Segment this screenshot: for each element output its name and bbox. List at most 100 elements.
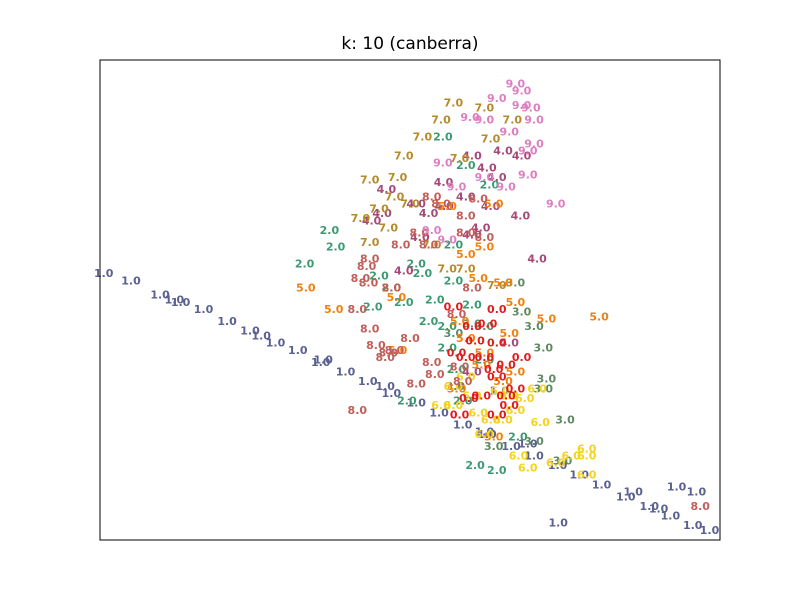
- point-label-7-12: 8.0: [425, 368, 445, 381]
- point-label-9-18: 0.0: [465, 334, 485, 347]
- point-label-4-19: 5.0: [387, 291, 407, 304]
- point-label-0-21: 1.0: [592, 478, 612, 491]
- point-label-3-8: 4.0: [487, 171, 507, 184]
- point-label-4-15: 5.0: [506, 366, 526, 379]
- point-label-8-11: 9.0: [422, 224, 442, 237]
- point-label-1-13: 2.0: [433, 130, 453, 143]
- point-label-9-3: 0.0: [487, 337, 507, 350]
- point-label-7-20: 8.0: [382, 282, 402, 295]
- point-label-1-2: 2.0: [295, 258, 315, 271]
- point-label-7-25: 8.0: [462, 282, 482, 295]
- point-label-4-12: 5.0: [475, 346, 495, 359]
- point-label-7-4: 8.0: [456, 210, 476, 223]
- point-label-5-5: 6.0: [506, 404, 526, 417]
- point-label-0-6: 1.0: [240, 325, 260, 338]
- point-label-3-14: 4.0: [434, 176, 454, 189]
- point-label-0-34: 1.0: [687, 486, 707, 499]
- point-label-2-1: 3.0: [475, 320, 495, 333]
- point-label-9-19: 0.0: [487, 303, 507, 316]
- point-label-5-16: 6.0: [456, 370, 476, 383]
- point-label-4-16: 5.0: [484, 430, 504, 443]
- point-label-6-4: 7.0: [431, 114, 451, 127]
- point-label-7-13: 8.0: [453, 375, 473, 388]
- point-label-5-12: 6.0: [577, 450, 597, 463]
- plot-frame: [99, 59, 721, 541]
- point-label-5-6: 6.0: [515, 392, 535, 405]
- point-label-7-16: 8.0: [379, 346, 399, 359]
- point-label-4-0: 5.0: [296, 282, 316, 295]
- point-label-9-11: 0.0: [472, 390, 492, 403]
- point-label-9-6: 0.0: [496, 358, 516, 371]
- point-label-0-32: 1.0: [649, 502, 669, 515]
- point-label-3-10: 4.0: [527, 253, 547, 266]
- point-label-3-17: 4.0: [462, 229, 482, 242]
- point-label-7-18: 8.0: [475, 231, 495, 244]
- point-label-1-16: 2.0: [363, 301, 383, 314]
- point-label-7-29: 8.0: [419, 238, 439, 251]
- point-label-7-8: 8.0: [348, 303, 368, 316]
- point-label-2-0: 3.0: [444, 327, 464, 340]
- point-label-8-2: 9.0: [524, 114, 544, 127]
- point-label-1-19: 2.0: [413, 267, 433, 280]
- point-label-4-18: 5.0: [484, 198, 504, 211]
- point-label-6-0: 7.0: [394, 150, 414, 163]
- point-label-3-9: 4.0: [511, 210, 531, 223]
- point-label-1-24: 2.0: [447, 363, 467, 376]
- point-label-3-1: 4.0: [362, 214, 382, 227]
- point-label-8-9: 9.0: [447, 181, 467, 194]
- point-label-3-21: 4.0: [372, 207, 392, 220]
- point-label-4-21: 5.0: [447, 382, 467, 395]
- point-label-2-12: 3.0: [512, 306, 532, 319]
- point-label-0-35: 1.0: [165, 294, 185, 307]
- point-label-3-6: 4.0: [471, 222, 491, 235]
- point-label-7-27: 8.0: [348, 404, 368, 417]
- point-label-0-8: 1.0: [288, 344, 308, 357]
- point-label-6-14: 7.0: [450, 152, 470, 165]
- point-label-4-17: 5.0: [456, 332, 476, 345]
- point-label-1-15: 2.0: [480, 178, 500, 191]
- point-label-7-10: 8.0: [385, 344, 405, 357]
- point-label-3-16: 4.0: [512, 150, 532, 163]
- point-label-0-36: 1.0: [251, 330, 271, 343]
- point-label-0-14: 1.0: [429, 406, 449, 419]
- point-label-3-5: 4.0: [434, 200, 454, 213]
- point-label-4-13: 5.0: [450, 315, 470, 328]
- point-label-5-13: 6.0: [577, 469, 597, 482]
- point-label-4-8: 5.0: [506, 296, 526, 309]
- point-label-7-3: 8.0: [431, 198, 451, 211]
- point-label-8-3: 9.0: [499, 126, 519, 139]
- point-label-8-4: 9.0: [518, 145, 538, 158]
- point-label-9-7: 0.0: [456, 351, 476, 364]
- point-label-1-12: 2.0: [444, 238, 464, 251]
- point-label-4-9: 5.0: [537, 313, 557, 326]
- point-label-8-8: 9.0: [475, 171, 495, 184]
- point-label-5-8: 6.0: [509, 450, 529, 463]
- point-label-9-0: 0.0: [444, 301, 464, 314]
- point-label-6-15: 7.0: [481, 133, 501, 146]
- point-label-8-16: 9.0: [512, 85, 532, 98]
- point-label-2-5: 3.0: [537, 373, 557, 386]
- point-label-0-20: 1.0: [570, 469, 590, 482]
- point-label-0-15: 1.0: [453, 418, 473, 431]
- point-label-7-19: 8.0: [357, 260, 377, 273]
- point-label-7-24: 8.0: [450, 361, 470, 374]
- point-label-9-10: 0.0: [496, 390, 516, 403]
- point-label-0-2: 1.0: [150, 289, 170, 302]
- point-label-5-4: 6.0: [493, 414, 513, 427]
- point-label-0-5: 1.0: [217, 315, 237, 328]
- point-label-9-1: 0.0: [462, 320, 482, 333]
- point-label-7-6: 8.0: [360, 253, 380, 266]
- point-label-0-10: 1.0: [336, 366, 356, 379]
- point-label-0-25: 1.0: [683, 519, 703, 532]
- point-label-8-17: 9.0: [521, 102, 541, 115]
- point-label-0-26: 1.0: [700, 524, 720, 537]
- point-label-3-15: 4.0: [462, 150, 482, 163]
- point-label-0-17: 1.0: [501, 440, 521, 453]
- point-label-8-1: 9.0: [512, 99, 532, 112]
- point-label-4-11: 5.0: [499, 327, 519, 340]
- point-label-8-5: 9.0: [518, 169, 538, 182]
- point-label-0-29: 1.0: [518, 438, 538, 451]
- point-label-6-5: 7.0: [360, 174, 380, 187]
- point-label-0-11: 1.0: [358, 375, 378, 388]
- point-label-4-1: 5.0: [324, 303, 344, 316]
